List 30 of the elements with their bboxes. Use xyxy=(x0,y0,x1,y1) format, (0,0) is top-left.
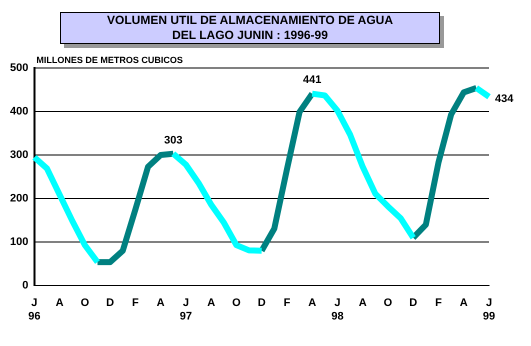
data-label: 303 xyxy=(164,134,182,146)
x-tick-label: D xyxy=(106,297,114,310)
y-tick-label: 100 xyxy=(10,236,28,248)
data-label: 434 xyxy=(495,92,514,105)
x-tick-label: F xyxy=(435,297,442,310)
y-axis-title: MILLONES DE METROS CUBICOS xyxy=(36,54,183,65)
x-tick-label: D xyxy=(409,297,418,310)
x-tick-label: F xyxy=(284,297,291,310)
x-tick-label: O xyxy=(232,297,242,310)
x-tick-label: A xyxy=(358,297,367,310)
x-tick-label: F xyxy=(132,297,140,310)
x-tick-label: O xyxy=(80,297,90,310)
y-tick-label: 0 xyxy=(22,280,28,292)
chart-title: VOLUMEN UTIL DE ALMACENAMIENTO DE AGUA DEL LAGO JUNIN : 1996-99 xyxy=(60,12,440,44)
y-tick-label: 200 xyxy=(10,192,28,205)
x-tick-label: J 97 xyxy=(180,297,192,322)
x-tick-label: A xyxy=(207,297,216,310)
x-tick-label: D xyxy=(258,297,266,310)
x-tick-label: J 98 xyxy=(331,297,344,322)
x-tick-label: J 99 xyxy=(482,297,496,322)
y-tick-label: 300 xyxy=(10,149,28,162)
data-label: 441 xyxy=(303,74,322,86)
x-tick-label: A xyxy=(460,297,468,310)
x-tick-label: A xyxy=(156,297,165,310)
x-tick-label: J 96 xyxy=(28,297,40,322)
x-tick-label: O xyxy=(384,297,393,310)
x-tick-label: A xyxy=(56,297,64,310)
x-tick-label: A xyxy=(308,297,316,310)
y-tick-label: 400 xyxy=(10,106,28,118)
y-tick-label: 500 xyxy=(10,62,28,74)
